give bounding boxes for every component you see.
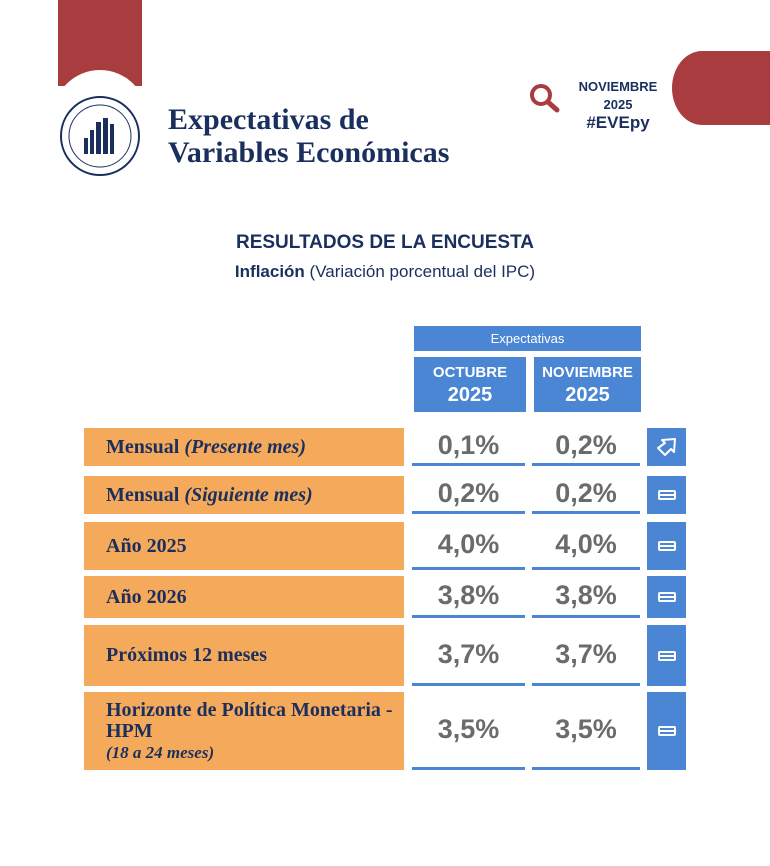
equal-icon [647,522,686,570]
column-header-noviembre: NOVIEMBRE 2025 [534,357,641,412]
value-noviembre: 0,2% [532,476,640,514]
value-noviembre: 3,7% [532,625,640,686]
expectativas-header: Expectativas [414,326,641,351]
table-row-label: Próximos 12 meses [84,625,404,686]
arrow-up-right-icon [647,428,686,466]
value-noviembre: 3,8% [532,576,640,618]
value-noviembre: 4,0% [532,522,640,570]
value-noviembre: 0,2% [532,428,640,466]
table-row-label: Horizonte de Política Monetaria - HPM (18… [84,692,404,770]
edition-date: NOVIEMBRE 2025 [578,79,658,112]
equal-icon [647,476,686,514]
table-row-label: Mensual (Presente mes) [84,428,404,466]
table-row-label: Año 2025 [84,522,404,570]
value-octubre: 3,7% [412,625,525,686]
equal-icon [647,625,686,686]
equal-icon [647,576,686,618]
value-octubre: 0,2% [412,476,525,514]
right-ribbon [672,51,770,125]
value-noviembre: 3,5% [532,692,640,770]
value-octubre: 3,8% [412,576,525,618]
equal-icon [647,692,686,770]
value-octubre: 3,5% [412,692,525,770]
hashtag: #EVEpy [586,113,650,132]
table-row-label: Mensual (Siguiente mes) [84,476,404,514]
table-row-label: Año 2026 [84,576,404,618]
search-icon [530,84,560,113]
column-header-octubre: OCTUBRE 2025 [414,357,526,412]
bcp-logo [60,96,140,176]
section-subtitle: Inflación (Variación porcentual del IPC) [234,262,536,281]
value-octubre: 4,0% [412,522,525,570]
section-title: RESULTADOS DE LA ENCUESTA [235,232,535,253]
value-octubre: 0,1% [412,428,525,466]
page-title: Expectativas de Variables Económicas [168,103,450,169]
